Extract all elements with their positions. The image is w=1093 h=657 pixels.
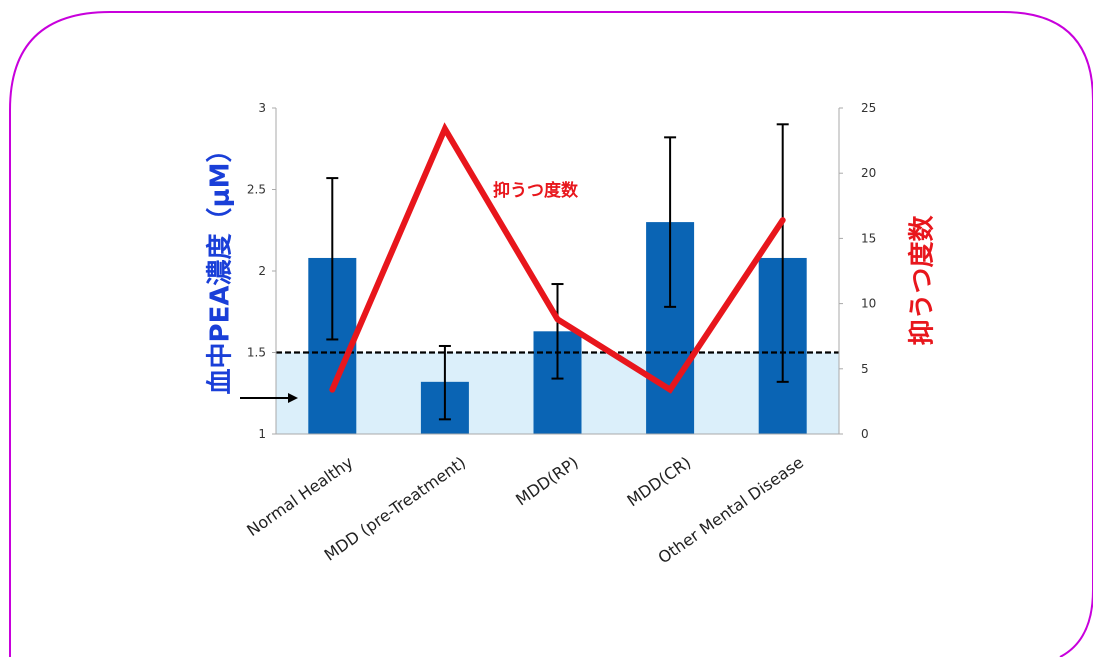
y-axis-label-left-text: 血中PEA濃度（μM）	[205, 136, 236, 394]
error-bar	[776, 123, 789, 383]
y2-tick-label: 15	[861, 231, 876, 245]
y-tick-label: 1.5	[247, 346, 266, 360]
error-bar	[438, 344, 451, 421]
y-tick-label: 2.5	[247, 183, 266, 197]
y-tick-label: 2	[258, 264, 266, 278]
y2-tick-label: 20	[861, 166, 876, 180]
category-label: MDD(CR)	[624, 453, 695, 511]
arrow-icon	[240, 393, 298, 403]
y-axis-label-right-text: 抑うつ度数	[907, 214, 938, 346]
y-axis-label-left: 血中PEA濃度（μM）	[193, 120, 243, 410]
y2-tick-label: 10	[861, 297, 876, 311]
y-tick-label: 3	[258, 101, 266, 115]
y2-tick-label: 5	[861, 362, 869, 376]
y-tick-label: 1	[258, 427, 266, 441]
y-axis-label-right: 抑うつ度数	[895, 180, 945, 380]
error-bar	[551, 283, 564, 380]
error-bar	[664, 136, 677, 308]
line-label: 抑うつ度数	[493, 180, 579, 201]
error-bar	[326, 177, 339, 341]
category-label: MDD(RP)	[512, 453, 582, 510]
depression-line	[329, 122, 786, 394]
y2-tick-label: 0	[861, 427, 869, 441]
category-label: Normal Healthy	[243, 453, 356, 540]
y2-tick-label: 25	[861, 101, 876, 115]
